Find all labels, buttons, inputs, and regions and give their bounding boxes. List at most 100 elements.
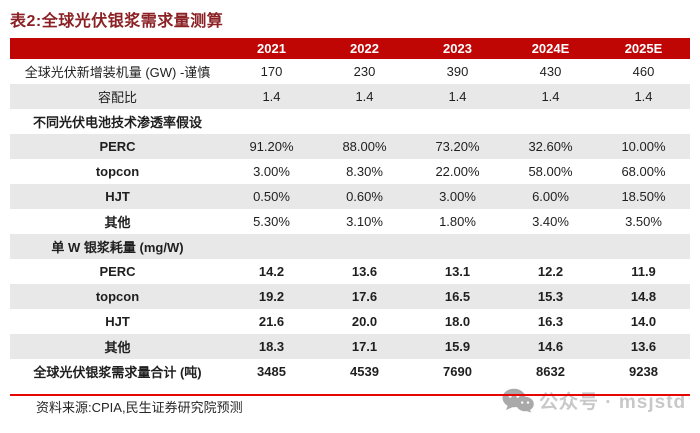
cell-value — [225, 109, 318, 134]
total-row: 全球光伏银浆需求量合计 (吨) 3485 4539 7690 8632 9238 — [10, 359, 690, 384]
cell-value: 18.50% — [597, 184, 690, 209]
table-row: 其他 5.30% 3.10% 1.80% 3.40% 3.50% — [10, 209, 690, 234]
cell-value: 32.60% — [504, 134, 597, 159]
cell-value: 16.5 — [411, 284, 504, 309]
cell-value: 6.00% — [504, 184, 597, 209]
row-label: 全球光伏新增装机量 (GW) -谨慎 — [24, 65, 211, 80]
table-row: 容配比 1.4 1.4 1.4 1.4 1.4 — [10, 84, 690, 109]
cell-value: 68.00% — [621, 164, 666, 179]
cell-value: 16.3 — [537, 314, 564, 329]
cell-value: 8.30% — [346, 164, 383, 179]
cell-value: 14.6 — [504, 334, 597, 359]
cell-value: 170 — [260, 64, 283, 79]
cell-value: 17.1 — [318, 334, 411, 359]
cell-value: 18.3 — [225, 334, 318, 359]
cell-value: 3.10% — [346, 214, 383, 229]
section-header-row: 不同光伏电池技术渗透率假设 — [10, 109, 690, 134]
cell-value: 460 — [632, 64, 655, 79]
cell-value: 19.2 — [225, 284, 318, 309]
header-col-2023: 2023 — [411, 38, 504, 59]
cell-value: 8632 — [536, 364, 565, 379]
cell-value: 230 — [353, 64, 376, 79]
cell-value: 3.40% — [532, 214, 569, 229]
cell-value: 13.1 — [444, 264, 471, 279]
table-row: PERC 91.20% 88.00% 73.20% 32.60% 10.00% — [10, 134, 690, 159]
section-header-row: 单 W 银浆耗量 (mg/W) — [10, 234, 690, 259]
row-label: 单 W 银浆耗量 (mg/W) — [10, 234, 225, 259]
table-row: HJT 0.50% 0.60% 3.00% 6.00% 18.50% — [10, 184, 690, 209]
cell-value: 0.60% — [318, 184, 411, 209]
cell-value — [411, 109, 504, 134]
cell-value: 13.6 — [351, 264, 378, 279]
cell-value: 10.00% — [597, 134, 690, 159]
cell-value: 1.4 — [504, 84, 597, 109]
row-label: PERC — [99, 264, 136, 279]
cell-value: 15.3 — [504, 284, 597, 309]
table-title: 表2:全球光伏银浆需求量测算 — [10, 13, 224, 30]
table-row: HJT 21.6 20.0 18.0 16.3 14.0 — [10, 309, 690, 334]
silver-paste-demand-table: 2021 2022 2023 2024E 2025E 全球光伏新增装机量 (GW… — [10, 38, 690, 384]
cell-value: 20.0 — [351, 314, 378, 329]
row-label: 其他 — [104, 215, 131, 230]
cell-value: 430 — [539, 64, 562, 79]
cell-value: 17.6 — [318, 284, 411, 309]
cell-value: 18.0 — [444, 314, 471, 329]
cell-value: 3.00% — [411, 184, 504, 209]
cell-value: 11.9 — [631, 264, 656, 279]
cell-value: 3.50% — [625, 214, 662, 229]
cell-value: 22.00% — [435, 164, 480, 179]
row-label: HJT — [105, 314, 130, 329]
watermark-text: 公众号 · msjstd — [539, 392, 687, 413]
cell-value: 390 — [446, 64, 469, 79]
report-table-page: 表2:全球光伏银浆需求量测算 2021 2022 2023 2024E 2025… — [0, 11, 700, 433]
cell-value — [318, 234, 411, 259]
table-row: topcon 19.2 17.6 16.5 15.3 14.8 — [10, 284, 690, 309]
cell-value: 1.80% — [439, 214, 476, 229]
row-label: topcon — [95, 164, 140, 179]
cell-value — [597, 109, 690, 134]
cell-value — [411, 234, 504, 259]
row-label: 其他 — [10, 334, 225, 359]
cell-value: 0.50% — [225, 184, 318, 209]
table-row: PERC 14.2 13.6 13.1 12.2 11.9 — [10, 259, 690, 284]
row-label: topcon — [10, 284, 225, 309]
header-col-2024e: 2024E — [504, 38, 597, 59]
cell-value: 7690 — [443, 364, 472, 379]
cell-value: 91.20% — [225, 134, 318, 159]
header-col-2021: 2021 — [225, 38, 318, 59]
cell-value — [597, 234, 690, 259]
cell-value: 13.6 — [597, 334, 690, 359]
cell-value: 1.4 — [597, 84, 690, 109]
cell-value — [504, 234, 597, 259]
cell-value: 5.30% — [253, 214, 290, 229]
cell-value: 14.8 — [597, 284, 690, 309]
watermark: 公众号 · msjstd — [502, 387, 686, 414]
source-note: 资料来源:CPIA,民生证券研究院预测 — [36, 400, 243, 415]
row-label: 不同光伏电池技术渗透率假设 — [32, 115, 202, 130]
cell-value: 1.4 — [318, 84, 411, 109]
cell-value: 14.0 — [630, 314, 657, 329]
cell-value: 58.00% — [528, 164, 573, 179]
cell-value — [318, 109, 411, 134]
header-col-2022: 2022 — [318, 38, 411, 59]
cell-value: 1.4 — [411, 84, 504, 109]
table-body: 全球光伏新增装机量 (GW) -谨慎 170 230 390 430 460 容配比 1.4 1… — [10, 59, 690, 384]
cell-value: 14.2 — [258, 264, 285, 279]
header-col-2025e: 2025E — [597, 38, 690, 59]
cell-value: 4539 — [350, 364, 379, 379]
cell-value: 21.6 — [258, 314, 285, 329]
cell-value — [225, 234, 318, 259]
cell-value: 3.00% — [253, 164, 290, 179]
row-label: 容配比 — [10, 84, 225, 109]
header-corner-cell — [10, 38, 225, 59]
table-bottom-rule — [10, 394, 690, 396]
table-row: topcon 3.00% 8.30% 22.00% 58.00% 68.00% — [10, 159, 690, 184]
header-row: 2021 2022 2023 2024E 2025E — [10, 38, 690, 59]
row-label: 全球光伏银浆需求量合计 (吨) — [33, 365, 202, 380]
cell-value: 73.20% — [411, 134, 504, 159]
table-row: 其他 18.3 17.1 15.9 14.6 13.6 — [10, 334, 690, 359]
cell-value — [504, 109, 597, 134]
cell-value: 3485 — [257, 364, 286, 379]
row-label: HJT — [10, 184, 225, 209]
row-label: PERC — [10, 134, 225, 159]
